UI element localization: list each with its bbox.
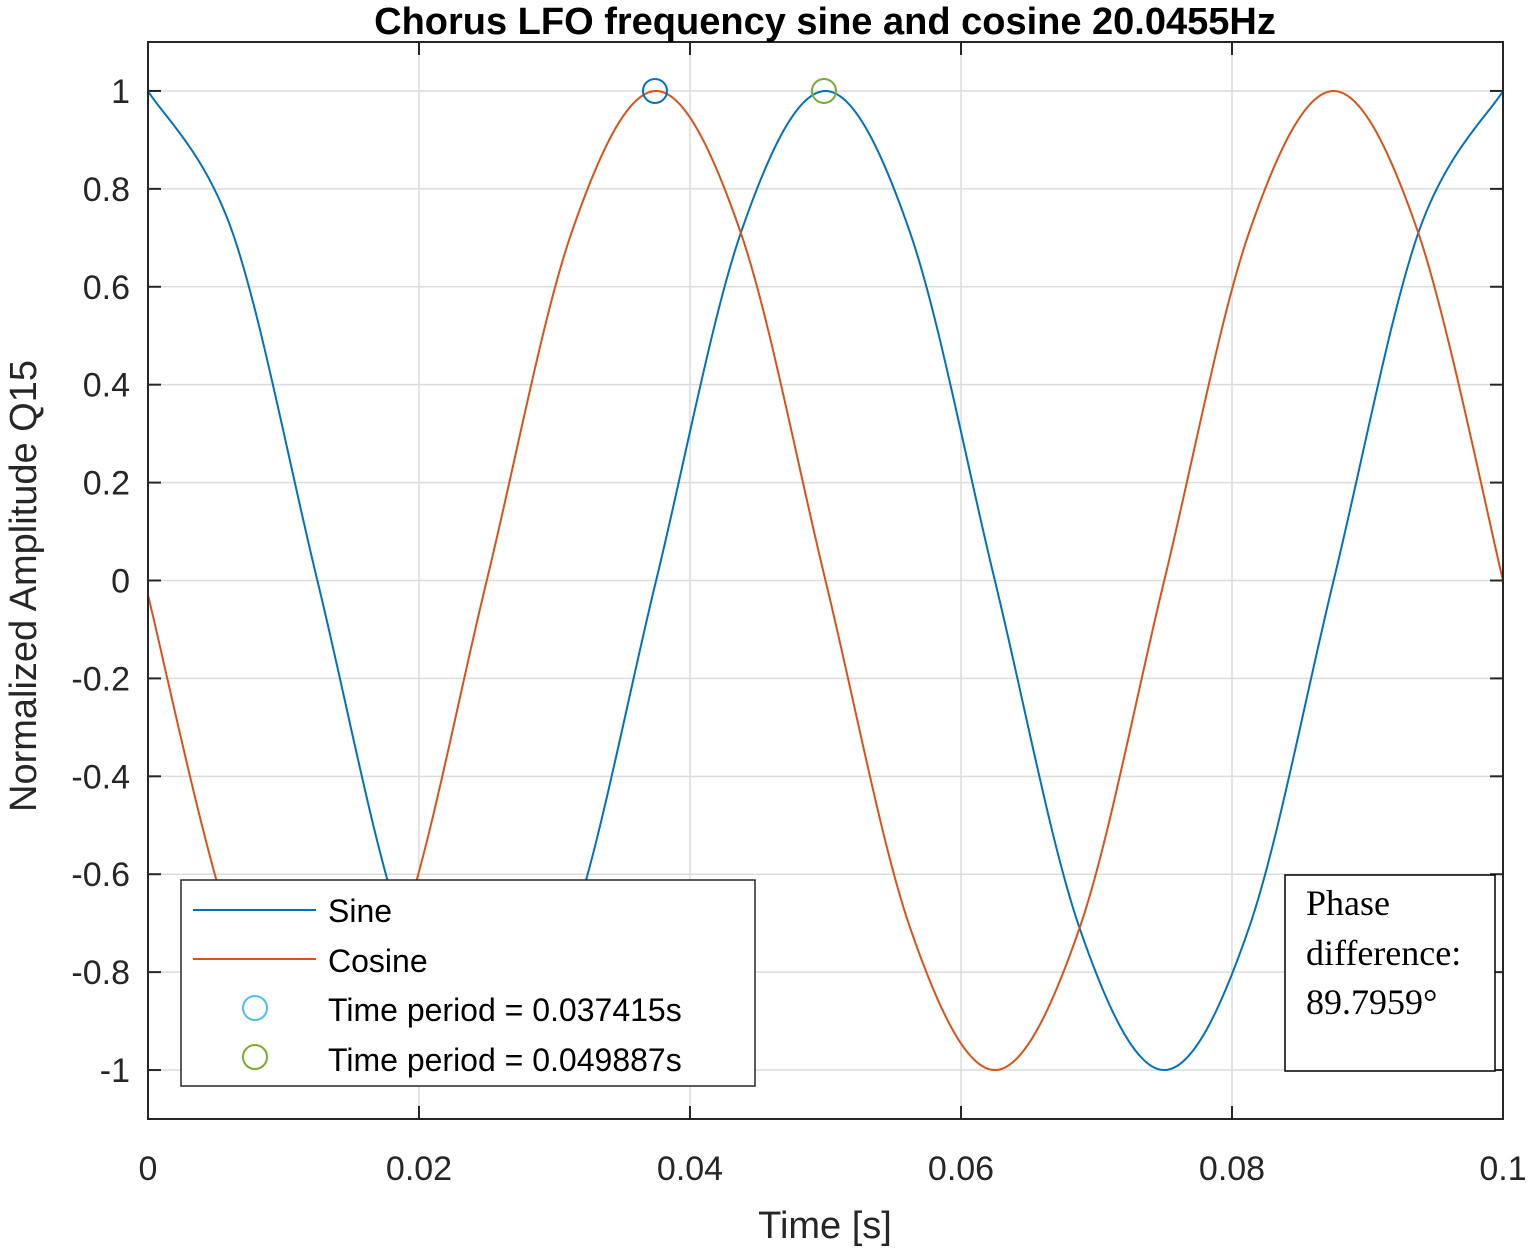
y-tick-label: 0.4 <box>83 367 130 405</box>
phase-annotation: Phase difference: 89.7959° <box>1284 874 1496 1072</box>
chart-title: Chorus LFO frequency sine and cosine 20.… <box>374 1 1276 43</box>
legend-box <box>180 879 756 1087</box>
legend-sine-label: Sine <box>328 893 392 929</box>
x-axis-label: Time [s] <box>758 1205 892 1247</box>
peak-marker-1 <box>641 77 668 104</box>
tick-labels: 0 0.02 0.04 0.06 0.08 0.1 1 0.8 0.6 0.4 0.2 0 -0.2 -0… <box>71 73 1526 1188</box>
annotation-box <box>1284 874 1496 1072</box>
legend-marker-2-swatch <box>242 1044 268 1070</box>
x-tick-label: 0.02 <box>386 1150 452 1188</box>
x-tick-label: 0.1 <box>1479 1150 1526 1188</box>
legend-marker-1-swatch <box>242 995 268 1021</box>
marker-points <box>641 77 837 104</box>
y-tick-label: 0 <box>111 563 130 601</box>
annotation-line-3: 89.7959° <box>1306 982 1437 1022</box>
y-tick-label: -1 <box>100 1052 130 1090</box>
legend-marker-2-label: Time period = 0.049887s <box>328 1042 682 1078</box>
y-tick-label: 0.8 <box>83 171 130 209</box>
y-tick-label: -0.6 <box>71 856 130 894</box>
y-tick-label: -0.8 <box>71 954 130 992</box>
y-tick-label: 1 <box>111 73 130 111</box>
legend-cosine-label: Cosine <box>328 943 428 979</box>
x-tick-label: 0.04 <box>657 1150 723 1188</box>
y-tick-label: 0.6 <box>83 269 130 307</box>
x-tick-label: 0.06 <box>928 1150 994 1188</box>
y-tick-label: -0.2 <box>71 660 130 698</box>
y-tick-label: 0.2 <box>83 465 130 503</box>
axes-box <box>147 41 1504 1120</box>
annotation-line-2: difference: <box>1306 933 1461 973</box>
legend-marker-1-label: Time period = 0.037415s <box>328 992 682 1028</box>
y-tick-label: -0.4 <box>71 758 130 796</box>
x-tick-label: 0 <box>139 1150 158 1188</box>
x-tick-label: 0.08 <box>1199 1150 1265 1188</box>
y-axis-label: Normalized Amplitude Q15 <box>3 360 45 812</box>
legend: Sine Cosine Time period = 0.037415s Time… <box>180 879 756 1087</box>
series-line-sine <box>147 89 1504 1072</box>
peak-marker-2 <box>810 77 837 104</box>
annotation-line-1: Phase <box>1306 883 1390 923</box>
